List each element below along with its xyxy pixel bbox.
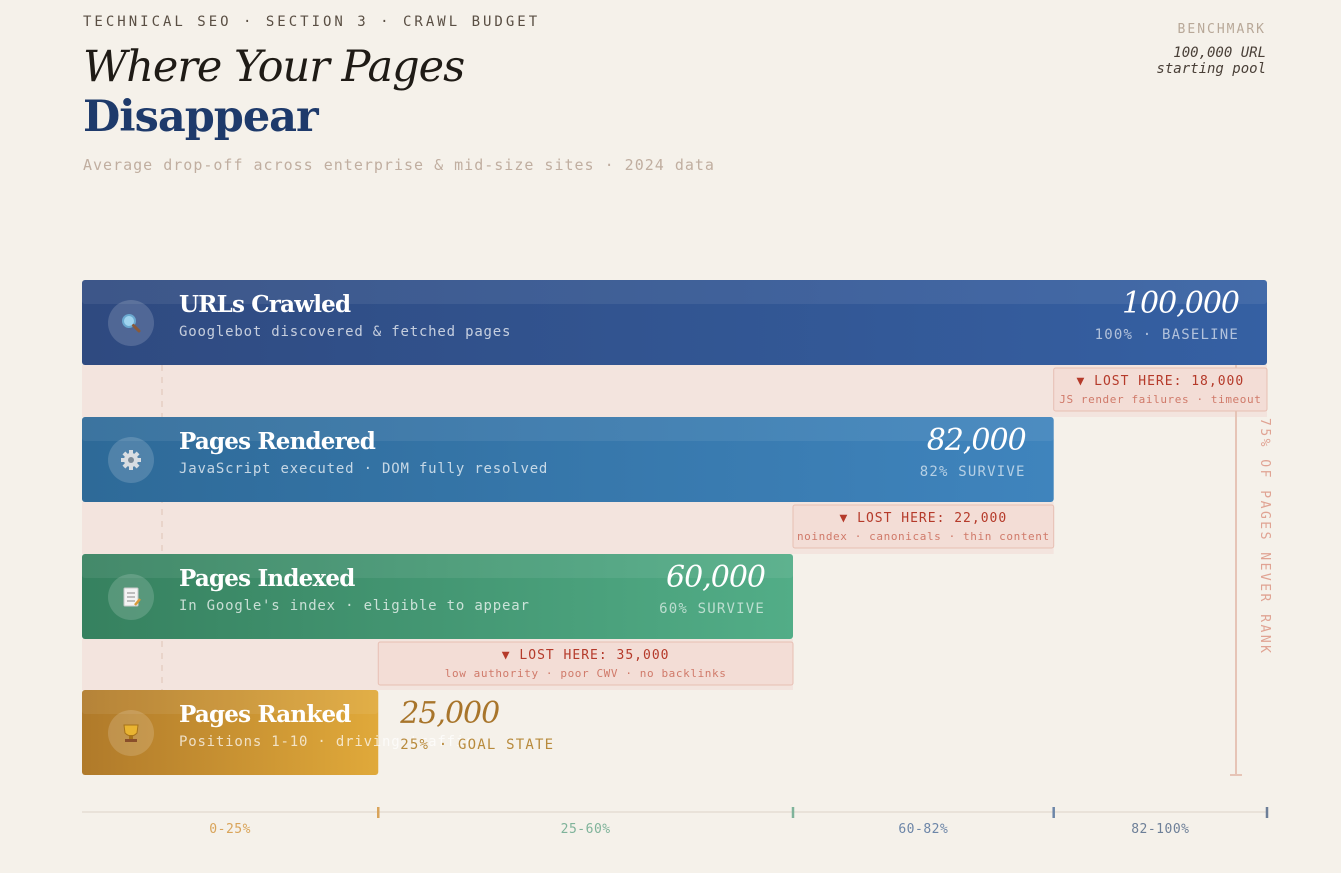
stage-bar bbox=[82, 554, 793, 639]
stage-name: URLs Crawled bbox=[179, 291, 351, 318]
loss-reason: noindex · canonicals · thin content bbox=[797, 530, 1050, 543]
loss-callout bbox=[1053, 367, 1268, 412]
stage-pct: 100% · BASELINE bbox=[1095, 327, 1239, 343]
loss-reason: JS render failures · timeout bbox=[1059, 393, 1261, 406]
stage-value: 100,000 bbox=[1122, 286, 1240, 321]
stage-name: Pages Rendered bbox=[179, 428, 376, 455]
benchmark-note: starting pool bbox=[1156, 61, 1266, 77]
stage-name: Pages Indexed bbox=[179, 565, 355, 592]
stage-pct: 25% · GOAL STATE bbox=[400, 737, 554, 753]
stage-value: 82,000 bbox=[927, 423, 1027, 458]
benchmark: BENCHMARK 100,000 URL starting pool bbox=[1156, 22, 1266, 77]
loss-reason: low authority · poor CWV · no backlinks bbox=[445, 667, 727, 680]
stage-pct: 82% SURVIVE bbox=[920, 464, 1026, 480]
stage-bar bbox=[82, 690, 379, 775]
stage-description: JavaScript executed · DOM fully resolved bbox=[179, 461, 548, 477]
loss-label: ▼ LOST HERE: 35,000 bbox=[502, 648, 670, 663]
stage-bar bbox=[82, 280, 1267, 365]
side-note: 75% OF PAGES NEVER RANK bbox=[1257, 418, 1272, 656]
loss-label: ▼ LOST HERE: 18,000 bbox=[1076, 374, 1244, 389]
page-title-line2: Disappear bbox=[83, 92, 319, 142]
axis-label: 25-60% bbox=[561, 822, 611, 837]
loss-label: ▼ LOST HERE: 22,000 bbox=[839, 511, 1007, 526]
stage-description: In Google's index · eligible to appear bbox=[179, 598, 530, 614]
stage-bar bbox=[82, 417, 1054, 502]
stage-bar-shine bbox=[82, 417, 1054, 441]
gear-icon bbox=[121, 450, 141, 470]
document-icon bbox=[123, 587, 141, 607]
magnifier-icon bbox=[122, 314, 141, 333]
loss-callout bbox=[792, 504, 1055, 549]
axis-label: 0-25% bbox=[209, 822, 251, 837]
stage-value: 25,000 bbox=[399, 696, 500, 731]
eyebrow: TECHNICAL SEO · SECTION 3 · CRAWL BUDGET bbox=[83, 14, 541, 30]
stage-description: Googlebot discovered & fetched pages bbox=[179, 324, 511, 340]
stage-value: 60,000 bbox=[666, 560, 766, 595]
stage-bar-shine bbox=[82, 690, 379, 714]
axis-label: 82-100% bbox=[1131, 822, 1189, 837]
stage-name: Pages Ranked bbox=[179, 701, 351, 728]
page-subtitle: Average drop-off across enterprise & mid… bbox=[83, 156, 715, 174]
benchmark-label: BENCHMARK bbox=[1177, 22, 1266, 37]
trophy-icon bbox=[123, 724, 139, 742]
page-title-line1: Where Your Pages bbox=[83, 42, 465, 92]
stage-bar-shine bbox=[82, 554, 793, 578]
stage-bar-shine bbox=[82, 280, 1267, 304]
stage-description: Positions 1-10 · driving traffic bbox=[179, 734, 474, 750]
loss-callout bbox=[377, 641, 794, 686]
benchmark-value: 100,000 URL bbox=[1173, 45, 1266, 61]
axis-label: 60-82% bbox=[898, 822, 948, 837]
stage-pct: 60% SURVIVE bbox=[659, 601, 765, 617]
